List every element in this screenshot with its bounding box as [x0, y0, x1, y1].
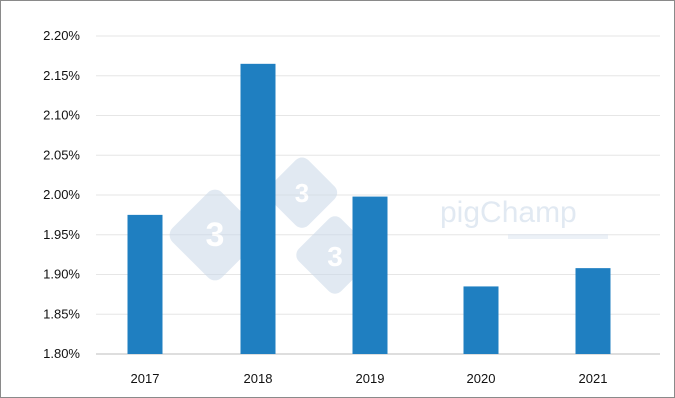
bar-2019	[352, 196, 388, 354]
y-axis-ticks: 1.80% 1.85% 1.90% 1.95% 2.00% 2.05% 2.10% 2.15%…	[43, 28, 80, 361]
y-tick-label: 2.20%	[43, 28, 80, 43]
bar-2021	[575, 268, 611, 354]
bars	[127, 63, 611, 354]
y-tick-label: 2.15%	[43, 68, 80, 83]
x-tick-label: 2018	[244, 371, 273, 386]
y-tick-label: 1.95%	[43, 227, 80, 242]
watermark-badge-digit-1: 3	[206, 216, 225, 254]
watermark-brand-subline	[508, 234, 608, 239]
x-tick-label: 2017	[131, 371, 160, 386]
watermark-badge-digit-3: 3	[327, 241, 343, 272]
watermark-badge-digit-2: 3	[295, 178, 309, 208]
x-tick-label: 2020	[467, 371, 496, 386]
gridlines	[96, 35, 660, 355]
y-tick-label: 1.90%	[43, 267, 80, 282]
y-tick-label: 2.00%	[43, 187, 80, 202]
bar-2018	[240, 63, 276, 354]
x-tick-label: 2021	[579, 371, 608, 386]
x-axis-ticks: 2017 2018 2019 2020 2021	[131, 371, 608, 386]
y-tick-label: 1.85%	[43, 306, 80, 321]
y-tick-label: 2.05%	[43, 147, 80, 162]
bar-2020	[463, 286, 499, 354]
x-tick-label: 2019	[356, 371, 385, 386]
watermark-brand: pigChamp	[440, 196, 577, 229]
y-tick-label: 2.10%	[43, 108, 80, 123]
bar-2017	[127, 214, 163, 354]
y-tick-label: 1.80%	[43, 346, 80, 361]
